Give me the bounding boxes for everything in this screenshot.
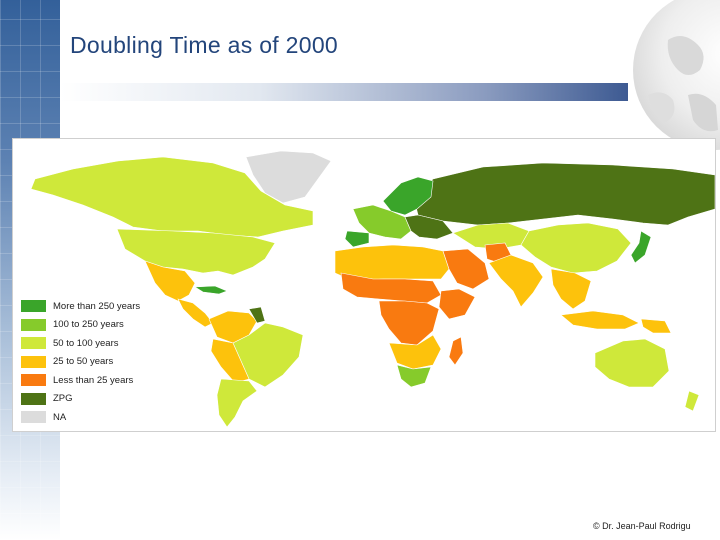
region-indonesia — [560, 310, 640, 330]
legend-label: Less than 25 years — [53, 374, 134, 386]
legend-swatch — [21, 355, 46, 368]
region-central-america — [177, 298, 214, 328]
legend-item: 100 to 250 years — [21, 316, 171, 335]
legend-label: ZPG — [53, 393, 73, 405]
region-canada — [30, 156, 314, 238]
region-iberia — [344, 230, 370, 248]
region-scandinavia — [382, 176, 434, 216]
region-china — [520, 222, 632, 274]
legend-item: 25 to 50 years — [21, 353, 171, 372]
world-map-frame: More than 250 years 100 to 250 years 50 … — [12, 138, 716, 432]
slide-title: Doubling Time as of 2000 — [70, 32, 339, 58]
legend-label: 25 to 50 years — [53, 356, 114, 368]
region-india — [488, 254, 544, 308]
legend-label: 50 to 100 years — [53, 337, 119, 349]
legend-swatch — [21, 300, 46, 313]
region-eastern-europe — [404, 214, 454, 240]
region-venezuela-colombia — [208, 310, 258, 344]
region-japan — [630, 230, 652, 264]
region-australia — [594, 338, 670, 388]
legend-swatch — [21, 374, 46, 387]
region-central-africa — [378, 300, 440, 346]
legend-swatch — [21, 392, 46, 405]
legend-item: Less than 25 years — [21, 371, 171, 390]
legend-swatch — [21, 318, 46, 331]
title-underline-bar — [60, 83, 628, 101]
region-argentina-chile — [216, 378, 258, 428]
region-greenland — [245, 150, 332, 204]
region-southern-africa — [388, 334, 442, 370]
region-madagascar — [448, 336, 464, 366]
region-saudi-arabia — [442, 248, 490, 290]
region-cuba — [194, 285, 228, 295]
globe-decoration-icon — [633, 0, 720, 150]
legend-item: More than 250 years — [21, 297, 171, 316]
world-map — [30, 150, 715, 428]
legend-label: NA — [53, 411, 67, 423]
region-guyana — [248, 306, 266, 324]
legend-swatch — [21, 337, 46, 350]
legend-label: 100 to 250 years — [53, 319, 124, 331]
region-southeast-asia — [550, 268, 592, 310]
legend-item: NA — [21, 408, 171, 427]
map-legend: More than 250 years 100 to 250 years 50 … — [21, 297, 171, 427]
region-south-africa — [396, 364, 432, 388]
region-new-zealand — [684, 390, 700, 412]
region-mexico — [144, 260, 196, 302]
legend-item: 50 to 100 years — [21, 334, 171, 353]
region-horn-of-africa — [438, 288, 476, 320]
region-papua-new-guinea — [640, 318, 672, 334]
copyright-credit: © Dr. Jean-Paul Rodrigu — [593, 521, 691, 531]
legend-item: ZPG — [21, 390, 171, 409]
region-western-europe — [352, 204, 412, 240]
region-russia — [412, 162, 715, 226]
legend-swatch — [21, 411, 46, 424]
legend-label: More than 250 years — [53, 300, 141, 312]
